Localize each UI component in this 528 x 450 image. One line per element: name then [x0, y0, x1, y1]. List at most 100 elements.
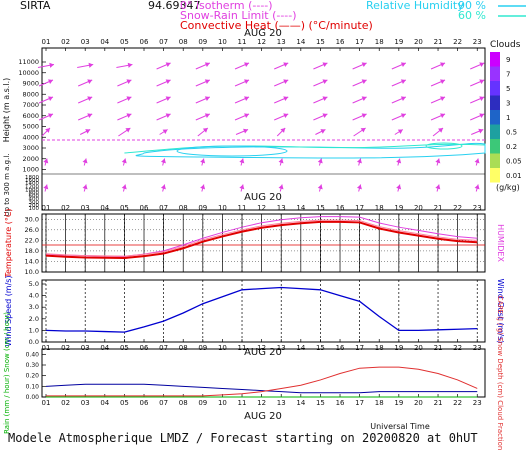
wind-arrow-head	[361, 113, 367, 119]
wind-tick-label: 5.0	[29, 280, 39, 288]
wind-arrow-head	[88, 62, 94, 68]
wind-arrow-head	[478, 128, 484, 134]
panel-temperature-frame	[41, 213, 486, 273]
wind-arrow-head	[479, 96, 485, 102]
hour-label: 03	[81, 344, 90, 352]
hour-label: 07	[159, 38, 168, 46]
panel-wind-ylabel: Wind Speed (m/s)	[4, 275, 13, 346]
wind-arrow-head	[204, 113, 210, 119]
hour-label: 08	[179, 38, 188, 46]
hour-label: 01	[42, 399, 51, 407]
hour-label: 02	[61, 38, 70, 46]
hour-label: 10	[218, 344, 227, 352]
footer-caption: Modele Atmospherique LMDZ / Forecast sta…	[8, 431, 478, 445]
station-name: SIRTA	[20, 0, 51, 12]
cloud-level-label: 0.01	[506, 172, 522, 180]
wind-arrow-head	[283, 62, 289, 68]
wind-arrow-head	[356, 184, 362, 190]
wind-arrow-head	[126, 113, 132, 119]
panel-rain-series	[45, 366, 478, 398]
cloud-swatch	[490, 124, 500, 139]
hour-label: 04	[100, 399, 109, 407]
hour-label: 10	[218, 204, 227, 212]
hour-label: 23	[473, 204, 482, 212]
hour-label: 03	[81, 38, 90, 46]
wind-arrow-head	[48, 96, 53, 102]
wind-arrow-head	[202, 128, 208, 133]
hour-label: 17	[355, 399, 364, 407]
hour-label: 02	[61, 399, 70, 407]
hour-label: 23	[473, 38, 482, 46]
cloud-swatch	[490, 139, 500, 154]
hour-label: 23	[473, 399, 482, 407]
hour-label: 17	[355, 204, 364, 212]
wind-arrow-head	[85, 129, 91, 134]
cloud-level-label: 7	[506, 71, 510, 79]
hour-label: 10	[218, 399, 227, 407]
wind-arrow-head	[244, 79, 250, 85]
wind-arrow-head	[322, 79, 328, 85]
cloud-swatch	[490, 110, 500, 125]
altitude-tick-label: 7000	[22, 101, 39, 109]
panel-temperature-date: AUG 20	[244, 192, 282, 203]
hour-label: 08	[179, 344, 188, 352]
cloud-level-label: 5	[506, 85, 510, 93]
wind-arrow-head	[400, 113, 406, 119]
wind-arrow-head	[322, 113, 328, 119]
hour-label: 11	[238, 204, 247, 212]
hour-label: 19	[394, 38, 403, 46]
hour-label: 20	[414, 204, 423, 212]
altitude-tick-label: 5000	[22, 123, 39, 131]
wind-arrow-head	[278, 184, 284, 190]
wind-arrow-head	[160, 158, 166, 164]
temperature-tick-label: 18.0	[25, 247, 39, 255]
wind-arrow-head	[356, 158, 362, 164]
cloud-scale-unit: (g/kg)	[496, 183, 520, 192]
legend-isotherm: 0° isotherm (----)	[180, 0, 273, 12]
hour-label: 04	[100, 38, 109, 46]
wind-arrow-head	[361, 96, 367, 102]
wind-arrow-head	[474, 158, 480, 164]
wind-arrow-head	[397, 129, 403, 134]
hour-label: 16	[336, 38, 345, 46]
rh-60-inner-contour	[425, 142, 463, 150]
hour-label: 14	[296, 204, 305, 212]
wind-arrow-head	[204, 96, 210, 102]
wind-arrow-head	[239, 184, 245, 190]
wind-arrow-head	[200, 158, 206, 164]
hour-label: 11	[238, 399, 247, 407]
panel-altitude-ylabel-low: Up to 300 m a.g.l.	[3, 153, 11, 216]
panel-rain-date: AUG 20	[244, 347, 282, 358]
hour-label: 05	[120, 399, 129, 407]
hour-label: 15	[316, 344, 325, 352]
wind-arrow-head	[360, 128, 366, 133]
wind-arrow-head	[126, 96, 132, 102]
hour-label: 12	[257, 344, 266, 352]
altitude-tick-label: 9000	[22, 80, 39, 88]
hour-label: 05	[120, 38, 129, 46]
cloud-level-label: 9	[506, 56, 510, 64]
hour-label: 08	[179, 204, 188, 212]
wind-arrow-head	[162, 129, 168, 134]
altitude-tick-label: 8000	[22, 90, 39, 98]
panel-altitude-top-hours: 01 02 03 04 05 06 07 08 09 10 11 12 13 14 15 16 17 18 19 20…	[42, 38, 482, 51]
hour-label: 11	[238, 38, 247, 46]
wind-arrow-head	[127, 62, 133, 68]
hour-label: 16	[336, 204, 345, 212]
hour-label: 11	[238, 344, 247, 352]
hour-label: 15	[316, 38, 325, 46]
hour-label: 06	[140, 399, 149, 407]
wind-arrow-head	[396, 184, 402, 190]
hour-label: 02	[61, 204, 70, 212]
hour-label: 04	[100, 344, 109, 352]
altitude-tick-label: 1000	[22, 166, 39, 174]
wind-arrow-head	[121, 158, 127, 164]
altitude-tick-label: 11000	[18, 58, 39, 66]
universal-time-label: Universal Time	[370, 422, 430, 431]
wind-arrow-head	[165, 96, 171, 102]
wind-arrow-head	[440, 96, 446, 102]
panel-wind: 01 02 03 04 05 06 07 08 09 10 11 12 13 14 15 16 17 18 19 20…	[4, 275, 505, 352]
temperature-tick-label: 30.0	[25, 215, 39, 223]
rain-tick-label: 0.30	[26, 362, 40, 369]
hour-label: 08	[179, 399, 188, 407]
